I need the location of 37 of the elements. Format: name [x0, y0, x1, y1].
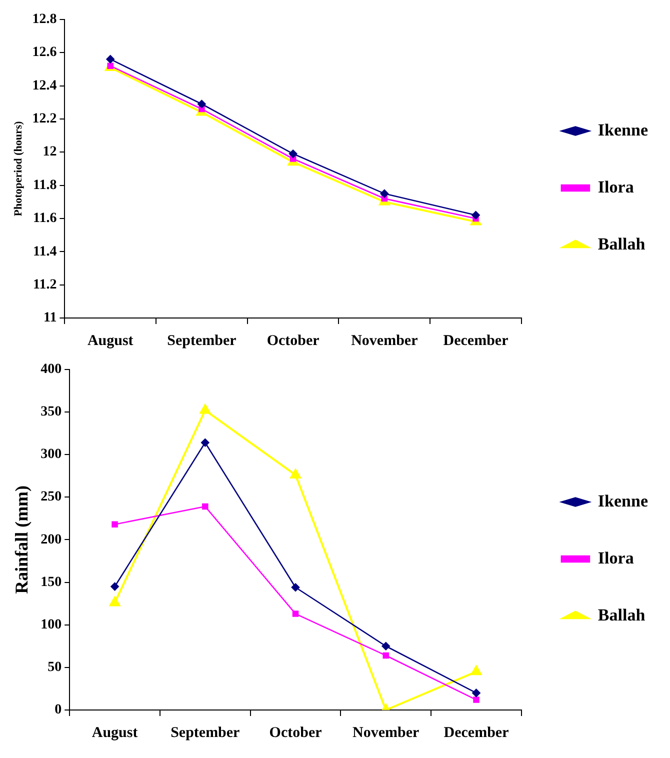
x-tick-label: August	[87, 332, 134, 349]
y-tick-label: 12	[42, 144, 57, 160]
y-tick-label: 11.4	[32, 244, 57, 260]
y-tick-label: 50	[48, 660, 62, 676]
x-tick-label: September	[167, 332, 237, 349]
y-tick-label: 400	[40, 362, 62, 378]
y-tick-label: 12.2	[32, 112, 57, 127]
y-tick-label: 11.6	[32, 211, 57, 226]
y-axis-title: Photoperiod (hours)	[12, 120, 24, 216]
y-tick-label: 12.6	[32, 45, 57, 60]
legend-label: Ballah	[598, 234, 646, 254]
y-tick-label: 100	[40, 617, 62, 632]
y-tick-label: 0	[54, 702, 62, 718]
y-tick-label: 300	[40, 447, 62, 462]
y-tick-label: 250	[40, 490, 62, 505]
y-tick-label: 150	[40, 574, 62, 590]
y-tick-label: 11.2	[32, 277, 57, 292]
x-tick-label: December	[444, 724, 510, 741]
x-tick-label: September	[170, 724, 240, 741]
x-tick-label: November	[351, 332, 418, 349]
y-tick-label: 11	[43, 310, 57, 326]
x-tick-label: October	[269, 724, 322, 741]
x-tick-label: October	[266, 332, 320, 349]
y-axis-title: Rainfall (mm)	[11, 485, 32, 594]
y-tick-label: 350	[40, 404, 62, 420]
legend-label: Ikenne	[598, 120, 648, 140]
y-tick-label: 12.4	[32, 78, 57, 94]
y-tick-label: 200	[40, 532, 62, 548]
x-tick-label: November	[352, 724, 420, 741]
legend-label: Ilora	[598, 548, 634, 568]
y-tick-label: 12.8	[32, 12, 57, 28]
legend-label: Ilora	[598, 177, 634, 196]
legend-label: Ballah	[598, 605, 646, 624]
legend-label: Ikenne	[598, 491, 648, 510]
x-tick-label: December	[443, 332, 509, 349]
x-tick-label: August	[92, 724, 138, 741]
y-tick-label: 11.8	[32, 178, 57, 193]
